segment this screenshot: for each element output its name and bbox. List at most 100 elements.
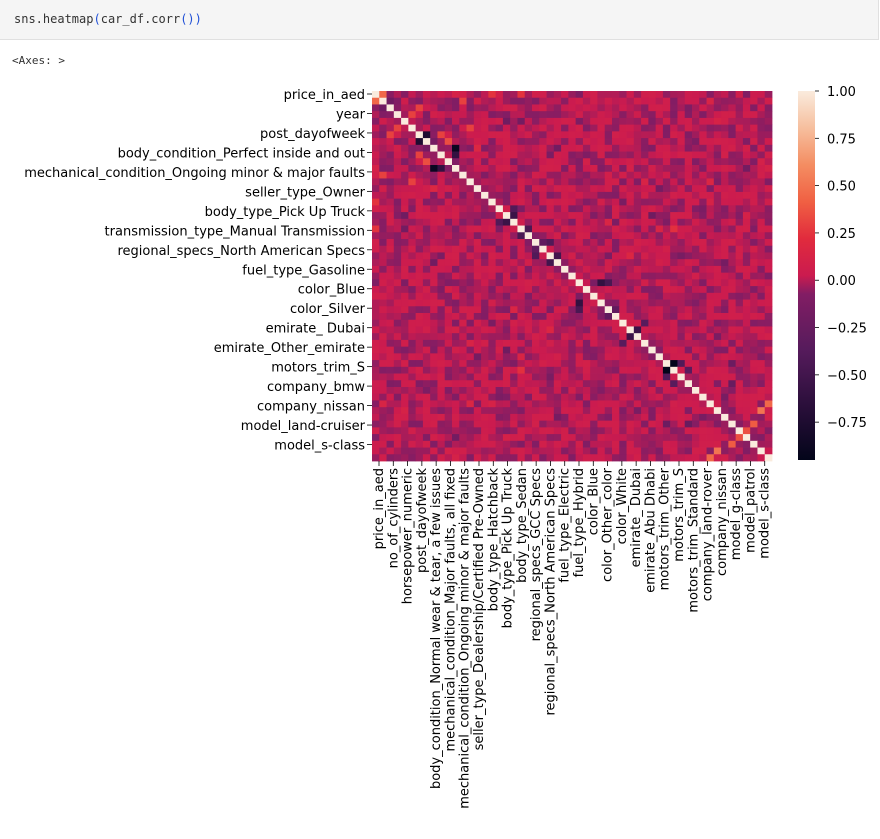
- heatmap-cell: [655, 252, 664, 260]
- heatmap-cell: [546, 265, 555, 274]
- heatmap-cell: [699, 185, 707, 193]
- heatmap-cell: [422, 333, 431, 341]
- heatmap-cell: [735, 360, 744, 368]
- heatmap-cell: [415, 373, 424, 381]
- heatmap-cell: [488, 279, 497, 287]
- heatmap-cell: [430, 239, 438, 247]
- heatmap-cell: [415, 420, 424, 428]
- heatmap-cell: [655, 393, 664, 401]
- heatmap-cell: [641, 366, 649, 374]
- heatmap-cell: [561, 319, 569, 327]
- heatmap-cell: [677, 191, 686, 200]
- heatmap-cell: [459, 272, 467, 280]
- heatmap-cell: [582, 339, 591, 348]
- heatmap-cell: [495, 346, 504, 354]
- x-tick-label: company_nissan: [715, 468, 730, 576]
- heatmap-cell: [539, 91, 547, 99]
- heatmap-cell: [590, 353, 598, 361]
- heatmap-cell: [604, 339, 613, 348]
- heatmap-cell: [728, 393, 737, 401]
- heatmap-cell: [444, 380, 453, 388]
- heatmap-cell: [590, 299, 598, 307]
- heatmap-cell: [459, 171, 467, 179]
- heatmap-cell: [408, 454, 417, 462]
- code-cell[interactable]: sns.heatmap(car_df.corr()): [0, 0, 879, 40]
- heatmap-cell: [721, 245, 729, 253]
- heatmap-cell: [735, 353, 744, 361]
- heatmap-cell: [422, 144, 431, 152]
- heatmap-cell: [473, 279, 482, 287]
- code-line[interactable]: sns.heatmap(car_df.corr()): [14, 12, 202, 26]
- heatmap-cell: [764, 245, 773, 253]
- heatmap-cell: [408, 259, 417, 267]
- heatmap-cell: [546, 353, 555, 361]
- heatmap-cell: [706, 279, 715, 287]
- heatmap-cell: [568, 339, 577, 348]
- heatmap-cell: [459, 400, 467, 408]
- heatmap-cell: [393, 151, 402, 159]
- heatmap-cell: [459, 239, 467, 247]
- heatmap-cell: [452, 326, 460, 334]
- heatmap-cell: [633, 185, 642, 193]
- heatmap-cell: [459, 346, 467, 354]
- heatmap-cell: [553, 360, 562, 368]
- heatmap-cell: [401, 185, 409, 193]
- x-tick-label: model_patrol: [743, 468, 758, 553]
- heatmap-cell: [459, 245, 467, 253]
- heatmap-cell: [568, 131, 577, 139]
- heatmap-cell: [684, 232, 693, 240]
- heatmap-cell: [488, 313, 497, 321]
- heatmap-cell: [670, 232, 678, 240]
- heatmap-cell: [379, 387, 387, 395]
- heatmap-cell: [590, 124, 598, 132]
- heatmap-cell: [764, 165, 773, 173]
- heatmap-cell: [655, 158, 664, 166]
- heatmap-cell: [612, 454, 620, 462]
- heatmap-cell: [444, 353, 453, 361]
- heatmap-cell: [466, 138, 475, 146]
- heatmap-cell: [510, 339, 518, 348]
- heatmap-cell: [553, 191, 562, 200]
- heatmap-cell: [604, 393, 613, 401]
- heatmap-cell: [379, 373, 387, 381]
- heatmap-cell: [641, 198, 649, 206]
- heatmap-cell: [633, 413, 642, 422]
- heatmap-cell: [684, 279, 693, 287]
- heatmap-cell: [626, 117, 635, 126]
- heatmap-cell: [561, 373, 569, 381]
- heatmap-cell: [568, 286, 577, 294]
- x-tick-label: seller_type_Dealership/Certified Pre-Own…: [472, 468, 487, 750]
- heatmap-cell: [713, 413, 722, 422]
- heatmap-cell: [437, 171, 446, 179]
- heatmap-cell: [662, 313, 671, 321]
- heatmap-cell: [721, 259, 729, 267]
- heatmap-cell: [561, 131, 569, 139]
- heatmap-cell: [393, 252, 402, 260]
- heatmap-cell: [750, 387, 758, 395]
- heatmap-cell: [612, 178, 620, 186]
- heatmap-cell: [386, 440, 395, 448]
- heatmap-cell: [699, 333, 707, 341]
- heatmap-cell: [706, 158, 715, 166]
- heatmap-cell: [742, 131, 751, 139]
- heatmap-cell: [721, 292, 729, 300]
- heatmap-cell: [633, 292, 642, 300]
- heatmap-cell: [692, 131, 700, 139]
- heatmap-cell: [706, 165, 715, 173]
- heatmap-cell: [481, 366, 489, 374]
- heatmap-cell: [604, 151, 613, 159]
- heatmap-cell: [481, 124, 489, 132]
- heatmap-cell: [459, 91, 467, 99]
- heatmap-cell: [677, 265, 686, 274]
- heatmap-cell: [452, 366, 460, 374]
- heatmap-cell: [662, 205, 671, 213]
- heatmap-cell: [532, 91, 540, 99]
- heatmap-cell: [612, 272, 620, 280]
- heatmap-cell: [517, 306, 526, 314]
- heatmap-cell: [415, 198, 424, 206]
- heatmap-cell: [692, 218, 700, 226]
- heatmap-cell: [728, 239, 737, 247]
- heatmap-cell: [488, 91, 497, 99]
- heatmap-cell: [510, 144, 518, 152]
- heatmap-cell: [641, 299, 649, 307]
